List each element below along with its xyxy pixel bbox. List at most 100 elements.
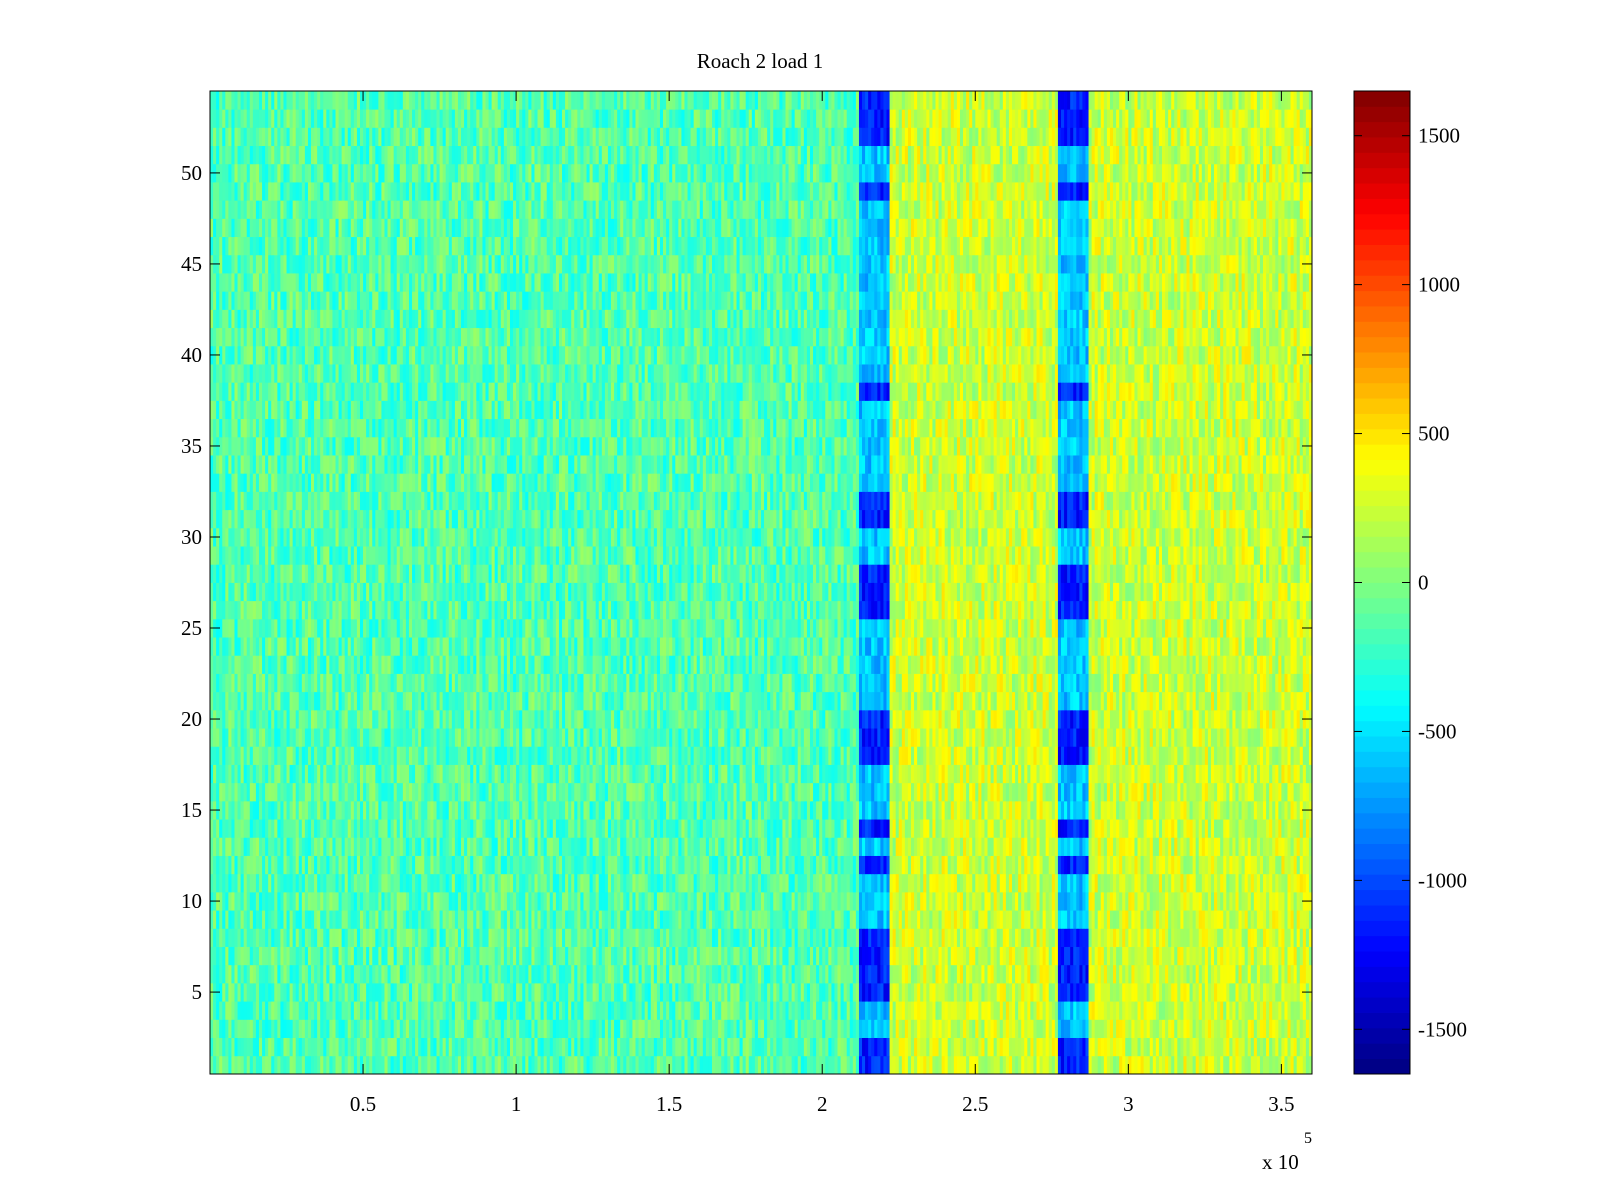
- heatmap-cell: [504, 983, 507, 1002]
- heatmap-cell: [424, 983, 427, 1002]
- heatmap-cell: [1122, 1019, 1125, 1038]
- heatmap-cell: [415, 1038, 418, 1057]
- heatmap-cell: [250, 947, 253, 966]
- heatmap-cell: [388, 983, 391, 1002]
- heatmap-cell: [1138, 983, 1141, 1002]
- heatmap-cell: [617, 947, 620, 966]
- heatmap-cell: [841, 965, 844, 984]
- heatmap-cell: [1043, 1001, 1046, 1020]
- heatmap-cell: [1033, 1001, 1036, 1020]
- heatmap-cell: [363, 1056, 366, 1075]
- heatmap-cell: [1049, 1019, 1052, 1038]
- heatmap-cell: [1217, 947, 1220, 966]
- heatmap-cell: [219, 1001, 222, 1020]
- heatmap-cell: [1165, 983, 1168, 1002]
- heatmap-cell: [369, 1056, 372, 1075]
- heatmap-cell: [684, 965, 687, 984]
- heatmap-cell: [954, 965, 957, 984]
- heatmap-cell: [345, 947, 348, 966]
- heatmap-cell: [354, 1056, 357, 1075]
- heatmap-cell: [1272, 1038, 1275, 1057]
- heatmap-cell: [1104, 965, 1107, 984]
- heatmap-cell: [571, 1001, 574, 1020]
- heatmap-cell: [1266, 1038, 1269, 1057]
- heatmap-cell: [1061, 1001, 1064, 1020]
- heatmap-cell: [596, 1019, 599, 1038]
- heatmap-cell: [1141, 1056, 1144, 1075]
- heatmap-cell: [923, 983, 926, 1002]
- heatmap-cell: [580, 1019, 583, 1038]
- heatmap-cell: [932, 965, 935, 984]
- heatmap-cell: [283, 965, 286, 984]
- heatmap-cell: [997, 1056, 1000, 1075]
- heatmap-cell: [571, 1019, 574, 1038]
- heatmap-cell: [1180, 1038, 1183, 1057]
- heatmap-cell: [1040, 983, 1043, 1002]
- heatmap-cell: [1101, 983, 1104, 1002]
- heatmap-cell: [381, 965, 384, 984]
- heatmap-cell: [1239, 1001, 1242, 1020]
- heatmap-cell: [332, 928, 335, 947]
- heatmap-cell: [1226, 1038, 1229, 1057]
- heatmap-cell: [1254, 983, 1257, 1002]
- heatmap-cell: [746, 983, 749, 1002]
- heatmap-cell: [865, 1056, 868, 1075]
- heatmap-cell: [507, 1038, 510, 1057]
- heatmap-cell: [752, 1038, 755, 1057]
- heatmap-cell: [311, 1001, 314, 1020]
- heatmap-cell: [326, 983, 329, 1002]
- heatmap-cells: [210, 91, 1312, 1074]
- heatmap-cell: [822, 1038, 825, 1057]
- heatmap-cell: [666, 1001, 669, 1020]
- heatmap-cell: [305, 983, 308, 1002]
- heatmap-cell: [492, 1019, 495, 1038]
- heatmap-cell: [317, 928, 320, 947]
- heatmap-cell: [1180, 965, 1183, 984]
- heatmap-cell: [957, 965, 960, 984]
- heatmap-cell: [963, 983, 966, 1002]
- heatmap-cell: [899, 947, 902, 966]
- heatmap-cell: [1043, 965, 1046, 984]
- heatmap-cell: [795, 1056, 798, 1075]
- heatmap-cell: [945, 965, 948, 984]
- heatmap-cell: [831, 983, 834, 1002]
- heatmap-cell: [550, 965, 553, 984]
- heatmap-cell: [345, 983, 348, 1002]
- heatmap-cell: [782, 965, 785, 984]
- heatmap-cell: [623, 1038, 626, 1057]
- heatmap-cell: [271, 1056, 274, 1075]
- heatmap-cell: [1248, 1019, 1251, 1038]
- heatmap-cell: [397, 983, 400, 1002]
- heatmap-cell: [887, 965, 890, 984]
- heatmap-cell: [620, 947, 623, 966]
- heatmap-cell: [1144, 1019, 1147, 1038]
- heatmap-cell: [945, 1056, 948, 1075]
- heatmap-cell: [590, 965, 593, 984]
- heatmap-cell: [1089, 965, 1092, 984]
- heatmap-cell: [541, 947, 544, 966]
- heatmap-cell: [639, 965, 642, 984]
- heatmap-cell: [510, 1056, 513, 1075]
- heatmap-cell: [632, 947, 635, 966]
- heatmap-cell: [963, 1038, 966, 1057]
- heatmap-cell: [1275, 1019, 1278, 1038]
- heatmap-cell: [354, 928, 357, 947]
- heatmap-cell: [1125, 1001, 1128, 1020]
- heatmap-cell: [1174, 947, 1177, 966]
- heatmap-cell: [1278, 983, 1281, 1002]
- heatmap-cell: [323, 965, 326, 984]
- heatmap-cell: [394, 1019, 397, 1038]
- heatmap-cell: [611, 983, 614, 1002]
- heatmap-cell: [785, 947, 788, 966]
- heatmap-cell: [311, 1056, 314, 1075]
- heatmap-cell: [639, 1019, 642, 1038]
- heatmap-cell: [991, 947, 994, 966]
- heatmap-cell: [375, 928, 378, 947]
- heatmap-cell: [660, 1056, 663, 1075]
- heatmap-cell: [406, 1056, 409, 1075]
- heatmap-cell: [449, 1056, 452, 1075]
- heatmap-cell: [639, 1056, 642, 1075]
- heatmap-cell: [1125, 1019, 1128, 1038]
- heatmap-cell: [406, 983, 409, 1002]
- heatmap-cell: [611, 947, 614, 966]
